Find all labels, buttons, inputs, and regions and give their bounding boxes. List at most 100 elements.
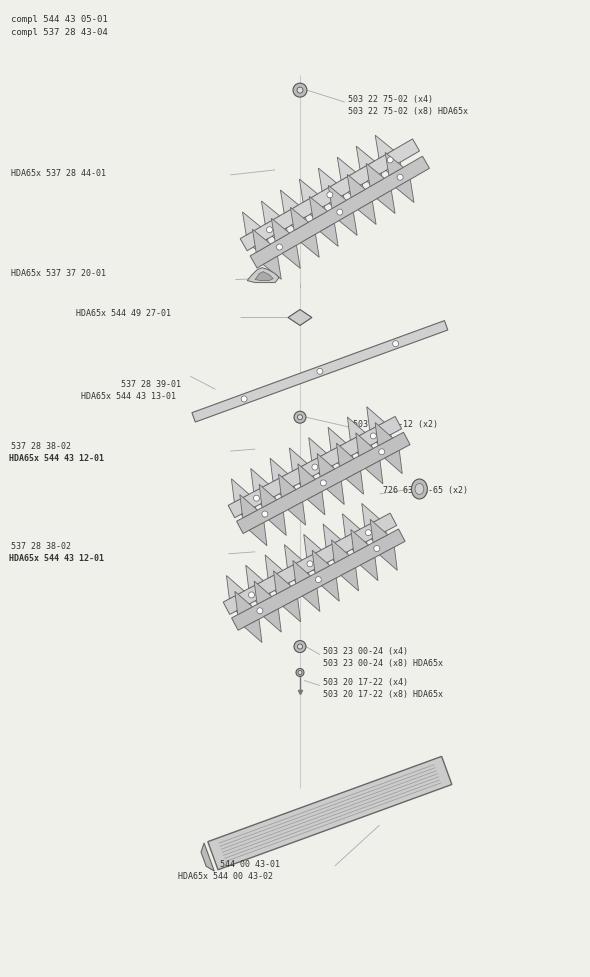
Polygon shape: [223, 514, 396, 615]
Polygon shape: [232, 530, 405, 630]
Polygon shape: [358, 202, 376, 226]
Polygon shape: [255, 273, 273, 281]
Polygon shape: [254, 581, 272, 605]
Polygon shape: [396, 180, 414, 203]
Text: 503 22 75-02 (x8) HDA65x: 503 22 75-02 (x8) HDA65x: [348, 106, 468, 115]
Polygon shape: [240, 140, 419, 251]
Circle shape: [294, 641, 306, 653]
Polygon shape: [328, 428, 346, 451]
Polygon shape: [375, 136, 394, 159]
Polygon shape: [278, 475, 296, 498]
Polygon shape: [309, 197, 327, 220]
Polygon shape: [280, 487, 297, 510]
Circle shape: [365, 531, 371, 536]
Polygon shape: [371, 531, 389, 555]
Circle shape: [277, 245, 283, 251]
Polygon shape: [265, 555, 283, 578]
Text: 503 23 00-24 (x4): 503 23 00-24 (x4): [323, 647, 408, 656]
Polygon shape: [365, 461, 383, 485]
Text: 537 28 38-02: 537 28 38-02: [11, 542, 71, 551]
Text: 503 22 10-12 (x2): 503 22 10-12 (x2): [353, 419, 438, 428]
Circle shape: [297, 88, 303, 94]
Polygon shape: [332, 540, 349, 564]
Polygon shape: [235, 592, 253, 615]
Circle shape: [241, 397, 247, 403]
Polygon shape: [259, 485, 277, 508]
Polygon shape: [328, 187, 346, 209]
Polygon shape: [247, 269, 279, 283]
Polygon shape: [246, 566, 263, 589]
Circle shape: [297, 415, 303, 420]
Text: HDA65x 544 43 12-01: HDA65x 544 43 12-01: [9, 554, 104, 563]
Polygon shape: [339, 213, 357, 236]
Polygon shape: [337, 455, 355, 479]
Circle shape: [315, 577, 322, 583]
Text: 726 63 31-65 (x2): 726 63 31-65 (x2): [382, 486, 468, 495]
Text: HDA65x 544 43 13-01: HDA65x 544 43 13-01: [81, 392, 176, 401]
Polygon shape: [348, 175, 365, 198]
Polygon shape: [376, 435, 394, 458]
Polygon shape: [250, 523, 267, 546]
Polygon shape: [348, 185, 366, 208]
Circle shape: [248, 592, 254, 598]
Polygon shape: [317, 454, 335, 477]
Text: 537 28 38-02: 537 28 38-02: [11, 442, 71, 450]
Text: compl 544 43 05-01: compl 544 43 05-01: [11, 15, 108, 23]
Circle shape: [393, 341, 399, 348]
Circle shape: [327, 192, 333, 198]
Polygon shape: [329, 195, 347, 219]
Circle shape: [257, 608, 263, 615]
Polygon shape: [231, 480, 249, 502]
Circle shape: [267, 228, 273, 234]
Polygon shape: [320, 224, 338, 247]
Text: 544 00 43-01: 544 00 43-01: [220, 860, 280, 869]
Text: HDA65x 537 37 20-01: HDA65x 537 37 20-01: [11, 269, 106, 277]
Polygon shape: [280, 191, 299, 214]
Polygon shape: [253, 230, 271, 253]
Circle shape: [374, 546, 380, 552]
Polygon shape: [283, 599, 301, 622]
Text: HDA65x 544 43 12-01: HDA65x 544 43 12-01: [9, 453, 104, 462]
Circle shape: [307, 561, 313, 568]
Circle shape: [293, 84, 307, 98]
Text: 503 22 75-02 (x4): 503 22 75-02 (x4): [348, 95, 432, 104]
Polygon shape: [274, 583, 292, 607]
Circle shape: [312, 465, 318, 471]
Polygon shape: [348, 417, 365, 441]
Polygon shape: [318, 466, 336, 489]
Polygon shape: [272, 229, 290, 252]
Polygon shape: [261, 202, 280, 225]
Text: 537 28 39-01: 537 28 39-01: [121, 379, 181, 389]
Polygon shape: [367, 407, 384, 431]
Polygon shape: [304, 534, 322, 558]
Text: HDA65x 544 00 43-02: HDA65x 544 00 43-02: [178, 871, 273, 880]
Polygon shape: [356, 434, 373, 456]
Polygon shape: [208, 756, 452, 870]
Polygon shape: [260, 496, 278, 520]
Polygon shape: [244, 619, 262, 643]
Polygon shape: [356, 147, 375, 170]
Polygon shape: [253, 239, 271, 263]
Polygon shape: [263, 257, 281, 280]
Polygon shape: [351, 531, 369, 553]
Polygon shape: [299, 476, 316, 499]
Polygon shape: [319, 169, 336, 192]
Polygon shape: [192, 321, 448, 423]
Circle shape: [379, 449, 385, 455]
Polygon shape: [360, 558, 378, 581]
Polygon shape: [268, 513, 286, 535]
Polygon shape: [250, 157, 430, 269]
Circle shape: [296, 669, 304, 677]
Polygon shape: [284, 545, 302, 569]
Circle shape: [387, 157, 393, 164]
Polygon shape: [291, 218, 309, 241]
Polygon shape: [385, 153, 404, 177]
Circle shape: [337, 210, 343, 216]
Text: HDA65x 537 28 44-01: HDA65x 537 28 44-01: [11, 169, 106, 178]
Polygon shape: [255, 593, 273, 616]
Polygon shape: [282, 246, 300, 269]
Polygon shape: [290, 208, 309, 232]
Polygon shape: [301, 235, 319, 258]
Polygon shape: [240, 495, 257, 519]
Polygon shape: [366, 164, 384, 188]
